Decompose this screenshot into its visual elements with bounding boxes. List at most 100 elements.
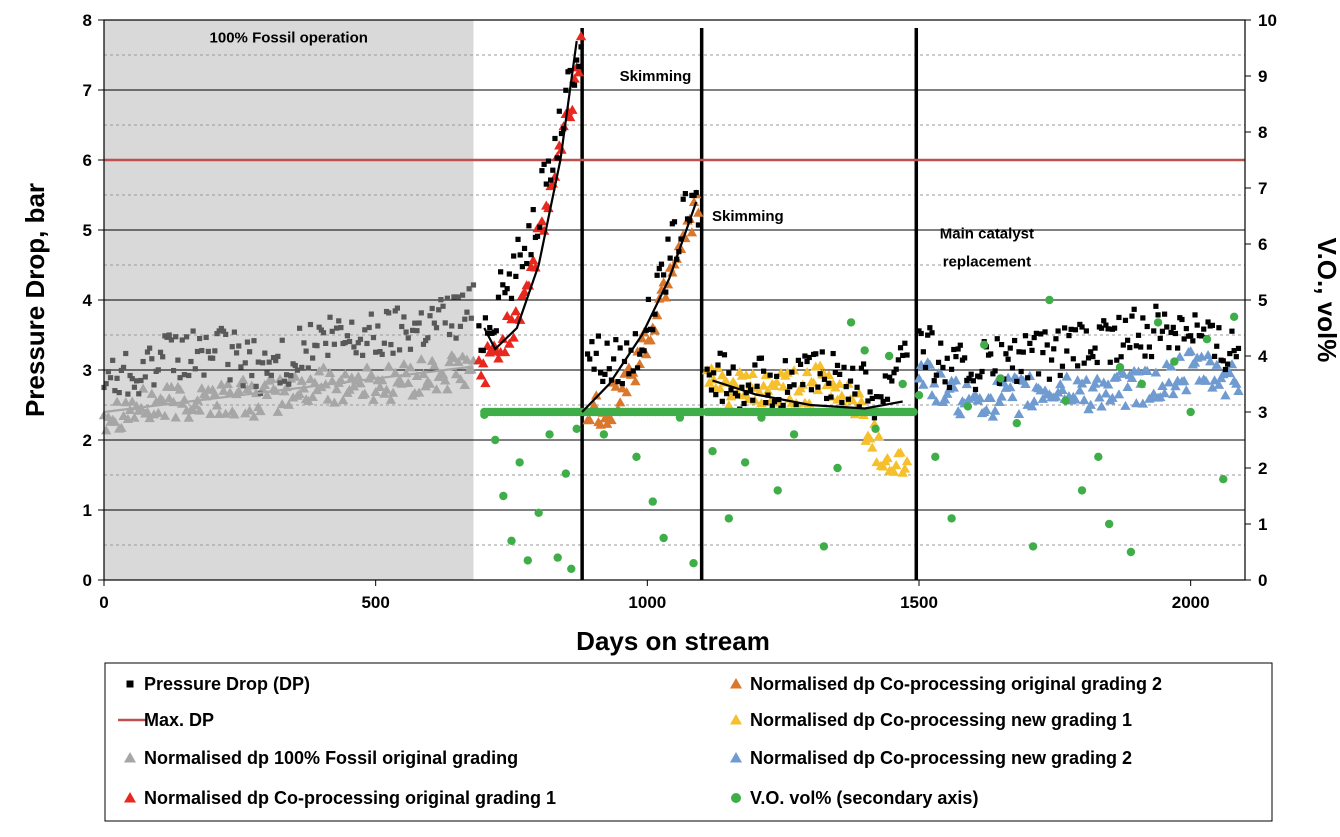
pressure-drop-point — [173, 334, 179, 340]
legend: Pressure Drop (DP) Max. DP Normalised dp 1… — [104, 662, 1273, 822]
vo-point — [819, 542, 829, 551]
pressure-drop-point — [1003, 351, 1009, 357]
pressure-drop-point — [834, 362, 841, 368]
pressure-drop-point — [1101, 318, 1107, 324]
normalised-dp-point — [331, 384, 342, 394]
pressure-drop-point — [181, 372, 188, 378]
pressure-drop-point — [966, 375, 972, 381]
pressure-drop-point — [451, 294, 457, 300]
normalised-dp-point — [1102, 379, 1114, 389]
pressure-drop-point — [423, 337, 429, 344]
normalised-dp-point — [283, 399, 294, 409]
pressure-drop-point — [1211, 353, 1218, 359]
normalised-dp-point — [493, 353, 504, 363]
vo-point — [515, 458, 524, 467]
normalised-dp-point — [480, 378, 491, 388]
pressure-drop-point — [1048, 357, 1055, 363]
normalised-dp-point — [224, 387, 236, 397]
pressure-drop-point — [663, 289, 669, 295]
pressure-drop-point — [425, 335, 431, 341]
legend-marker-square — [126, 680, 134, 688]
pressure-drop-point — [457, 323, 464, 329]
normalised-dp-point — [617, 383, 628, 393]
pressure-drop-point — [728, 387, 734, 393]
normalised-dp-point — [166, 381, 177, 391]
pressure-drop-point — [327, 314, 333, 320]
pressure-drop-point — [201, 372, 207, 378]
pressure-drop-point — [236, 343, 242, 349]
pressure-drop-point — [1216, 325, 1222, 331]
normalised-dp-point — [1122, 381, 1133, 392]
pressure-drop-point — [301, 340, 307, 346]
normalised-dp-point — [222, 378, 234, 388]
pressure-drop-point — [1053, 336, 1059, 342]
normalised-dp-point — [322, 394, 334, 404]
pressure-drop-point — [188, 358, 194, 365]
normalised-dp-point — [519, 286, 530, 297]
normalised-dp-point — [1096, 401, 1107, 411]
pressure-drop-point — [1175, 345, 1181, 351]
normalised-dp-point — [466, 364, 477, 374]
pressure-drop-point — [1031, 334, 1037, 341]
normalised-dp-point — [1224, 367, 1235, 378]
normalised-dp-point — [1150, 367, 1162, 377]
vo-point — [1153, 318, 1163, 327]
normalised-dp-point — [725, 391, 737, 401]
normalised-dp-point — [1220, 390, 1231, 400]
pressure-drop-point — [396, 347, 403, 353]
pressure-drop-point — [938, 340, 944, 346]
pressure-drop-point — [386, 310, 392, 316]
pressure-drop-point — [617, 345, 623, 351]
vo-point — [572, 424, 581, 433]
pressure-drop-point — [754, 383, 760, 389]
pressure-drop-point — [453, 335, 459, 341]
vo-point — [1115, 363, 1125, 372]
pressure-drop-point — [1022, 333, 1029, 339]
pressure-drop-point — [650, 327, 656, 333]
pressure-drop-point — [530, 206, 536, 213]
pressure-drop-point — [401, 314, 407, 320]
vo-point — [1028, 542, 1038, 551]
pressure-drop-point — [550, 167, 556, 173]
pressure-drop-point — [194, 348, 201, 355]
legend-marker-circle — [731, 793, 741, 803]
pressure-drop-point — [724, 391, 730, 397]
pressure-drop-point — [112, 388, 118, 394]
normalised-dp-point — [387, 387, 399, 397]
normalised-dp-point — [1231, 378, 1242, 388]
pressure-drop-point — [331, 341, 337, 347]
legend-label: V.O. vol% (secondary axis) — [750, 788, 978, 808]
y2-tick-label: 6 — [1258, 235, 1267, 254]
normalised-dp-point — [116, 422, 127, 432]
pressure-drop-point — [804, 358, 810, 365]
pressure-drop-point — [205, 348, 211, 355]
pressure-drop-point — [410, 327, 416, 333]
vo-point — [599, 430, 609, 439]
normalised-dp-point — [717, 370, 728, 380]
pressure-drop-point — [1144, 323, 1150, 330]
pressure-drop-point — [741, 400, 747, 407]
pressure-drop-point — [504, 286, 510, 292]
pressure-drop-point — [418, 310, 424, 316]
pressure-drop-point — [619, 381, 625, 387]
pressure-drop-point — [1231, 348, 1237, 354]
normalised-dp-point — [398, 359, 410, 369]
normalised-dp-point — [1200, 375, 1212, 385]
pressure-drop-point — [157, 349, 164, 355]
pressure-drop-point — [212, 348, 218, 354]
pressure-drop-point — [534, 233, 541, 239]
pressure-drop-point — [323, 340, 329, 346]
pressure-drop-point — [351, 344, 357, 350]
pressure-drop-point — [147, 345, 153, 351]
normalised-dp-point — [1170, 381, 1181, 391]
pressure-drop-point — [233, 350, 240, 356]
pressure-drop-point — [455, 294, 461, 300]
pressure-drop-point — [962, 355, 968, 361]
normalised-dp-point — [218, 385, 229, 395]
trend-line — [103, 365, 474, 414]
normalised-dp-point — [762, 385, 774, 395]
pressure-drop-point — [867, 389, 873, 395]
pressure-drop-point — [931, 378, 937, 384]
pressure-drop-point — [626, 371, 632, 377]
vo-point — [846, 318, 856, 327]
